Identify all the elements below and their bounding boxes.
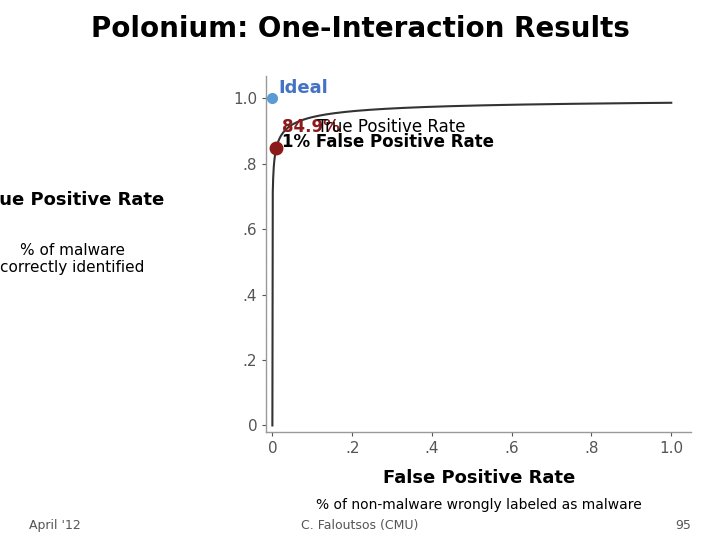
Text: % of non-malware wrongly labeled as malware: % of non-malware wrongly labeled as malw… xyxy=(316,498,642,512)
Text: True Positive Rate: True Positive Rate xyxy=(0,191,164,209)
Text: Polonium: One-Interaction Results: Polonium: One-Interaction Results xyxy=(91,15,629,43)
Text: CarnegieMellon: CarnegieMellon xyxy=(11,22,122,35)
Text: False Positive Rate: False Positive Rate xyxy=(382,469,575,487)
Text: % of malware
correctly identified: % of malware correctly identified xyxy=(0,243,144,275)
Text: True Positive Rate: True Positive Rate xyxy=(312,118,466,136)
Text: 95: 95 xyxy=(675,519,691,532)
Text: 1% False Positive Rate: 1% False Positive Rate xyxy=(282,133,495,151)
Text: C. Faloutsos (CMU): C. Faloutsos (CMU) xyxy=(301,519,419,532)
Text: April '12: April '12 xyxy=(29,519,81,532)
Text: Ideal: Ideal xyxy=(279,79,328,97)
Text: 84.9%: 84.9% xyxy=(282,118,340,136)
